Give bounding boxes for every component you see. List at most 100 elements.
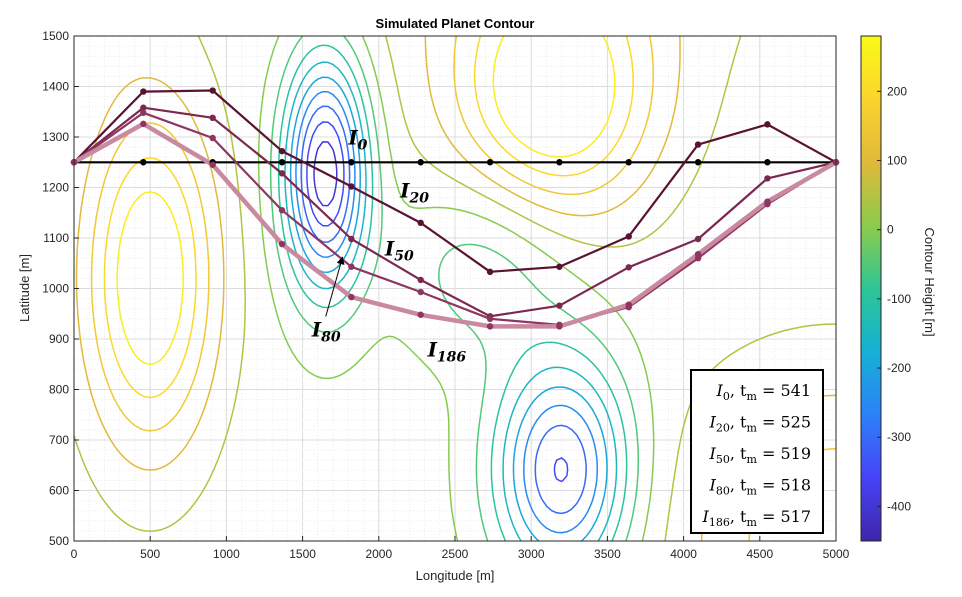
series-line-i186 bbox=[72, 121, 838, 329]
contour-line bbox=[313, 141, 338, 207]
x-tick-label: 0 bbox=[71, 547, 78, 561]
x-tick-label: 5000 bbox=[823, 547, 850, 561]
series-point-i80 bbox=[140, 109, 147, 116]
contour-line bbox=[269, 36, 640, 541]
series-point-i80 bbox=[278, 207, 286, 214]
series-point-i20 bbox=[348, 183, 355, 190]
contour-line bbox=[295, 90, 599, 534]
series-point-i0 bbox=[348, 159, 355, 166]
series-point-i186 bbox=[278, 240, 286, 248]
series-point-i20 bbox=[694, 141, 702, 148]
contour-line bbox=[300, 105, 587, 515]
y-tick-label: 700 bbox=[49, 433, 69, 447]
x-tick-label: 500 bbox=[140, 547, 160, 561]
contour-line bbox=[116, 36, 616, 366]
series-line-i20 bbox=[73, 89, 837, 273]
iteration-label: I50 bbox=[384, 237, 414, 265]
x-tick-label: 2500 bbox=[442, 547, 469, 561]
y-axis-ticks: 500 600 700 800 900 1000 1100 1200 1300 1400 1500 bbox=[42, 29, 79, 548]
y-tick-label: 1500 bbox=[42, 29, 69, 43]
contour-line bbox=[306, 121, 569, 483]
series-line-i50 bbox=[73, 106, 837, 318]
series-point-i186 bbox=[348, 293, 355, 301]
series-point-i0 bbox=[140, 159, 147, 166]
legend-box bbox=[690, 369, 824, 534]
contour-line bbox=[257, 36, 655, 541]
legend: I0, tm = 541 I20, tm = 525 I50, tm = 519 I8… bbox=[690, 369, 824, 534]
colorbar-tick-label: 200 bbox=[887, 84, 907, 98]
series-point-i186 bbox=[486, 323, 494, 330]
y-tick-label: 500 bbox=[49, 534, 69, 548]
series-point-i186 bbox=[764, 198, 771, 205]
y-tick-label: 1400 bbox=[42, 80, 69, 94]
series-point-i186 bbox=[694, 250, 702, 258]
iteration-label: I80 bbox=[311, 317, 341, 345]
colorbar-tick-label: 0 bbox=[887, 223, 894, 237]
series-point-i20 bbox=[625, 233, 632, 240]
series-point-i50 bbox=[625, 264, 632, 271]
series-point-i0 bbox=[556, 159, 563, 166]
y-tick-label: 600 bbox=[49, 484, 69, 498]
colorbar-tick-label: 100 bbox=[887, 154, 907, 168]
colorbar-label: Contour Height [m] bbox=[922, 227, 937, 336]
series-point-i50 bbox=[556, 302, 563, 309]
series-point-i0 bbox=[417, 159, 424, 166]
series-point-i20 bbox=[764, 121, 771, 128]
contour-lines bbox=[74, 36, 836, 541]
legend-entry: I20, tm = 525 bbox=[709, 413, 812, 435]
series-point-i186 bbox=[209, 161, 216, 168]
route-paths bbox=[70, 87, 840, 330]
contour-line bbox=[277, 44, 628, 541]
series-point-i20 bbox=[278, 147, 286, 155]
series-point-i186 bbox=[556, 323, 563, 330]
series-point-i0 bbox=[486, 159, 494, 166]
series-point-i20 bbox=[486, 268, 494, 276]
series-point-i20 bbox=[556, 263, 563, 270]
series-point-i186 bbox=[417, 311, 424, 318]
series-point-i0 bbox=[278, 159, 286, 166]
iteration-label: I186 bbox=[427, 338, 467, 366]
y-tick-label: 1000 bbox=[42, 282, 69, 296]
series-line-i80 bbox=[73, 111, 837, 326]
series-point-i186 bbox=[140, 120, 147, 128]
legend-entry: I186, tm = 517 bbox=[702, 507, 812, 529]
series-point-i80 bbox=[209, 134, 216, 142]
series-point-i50 bbox=[694, 235, 702, 243]
series-point-i0 bbox=[694, 159, 702, 166]
y-tick-label: 1300 bbox=[42, 130, 69, 144]
colorbar-tick-label: -100 bbox=[887, 292, 911, 306]
series-point-i80 bbox=[486, 315, 494, 322]
x-tick-label: 4000 bbox=[670, 547, 697, 561]
x-tick-label: 1500 bbox=[289, 547, 316, 561]
x-tick-label: 1000 bbox=[213, 547, 240, 561]
contour-line bbox=[74, 36, 836, 541]
series-point-i50 bbox=[417, 276, 424, 284]
series-point-i20 bbox=[140, 88, 147, 95]
series-point-i50 bbox=[348, 235, 355, 243]
series-point-i50 bbox=[278, 170, 286, 177]
legend-entry: I0, tm = 541 bbox=[716, 381, 812, 403]
series-point-i20 bbox=[209, 87, 216, 94]
x-tick-label: 4500 bbox=[746, 547, 773, 561]
legend-entry: I80, tm = 518 bbox=[709, 476, 812, 498]
x-axis-label: Longitude [m] bbox=[416, 568, 495, 583]
series-point-i50 bbox=[209, 114, 216, 122]
x-tick-label: 3000 bbox=[518, 547, 545, 561]
y-axis-label: Latitude [m] bbox=[17, 254, 32, 322]
series-point-i50 bbox=[764, 175, 771, 182]
series-point-i0 bbox=[625, 159, 632, 166]
contour-line bbox=[289, 76, 608, 541]
series-point-i80 bbox=[348, 263, 355, 270]
series-point-i186 bbox=[625, 301, 632, 308]
y-tick-label: 1200 bbox=[42, 181, 69, 195]
x-axis-ticks: 0 500 1000 1500 2000 2500 3000 3500 4000 4500 5000 bbox=[71, 536, 850, 561]
series-point-i20 bbox=[417, 219, 424, 227]
chart-title: Simulated Planet Contour bbox=[376, 16, 535, 31]
colorbar-tick-label: -200 bbox=[887, 361, 911, 375]
annotation-arrow bbox=[325, 256, 345, 317]
colorbar-bar bbox=[860, 35, 882, 542]
y-tick-label: 900 bbox=[49, 332, 69, 346]
x-tick-label: 2000 bbox=[365, 547, 392, 561]
colorbar-tick-label: -400 bbox=[887, 499, 911, 513]
